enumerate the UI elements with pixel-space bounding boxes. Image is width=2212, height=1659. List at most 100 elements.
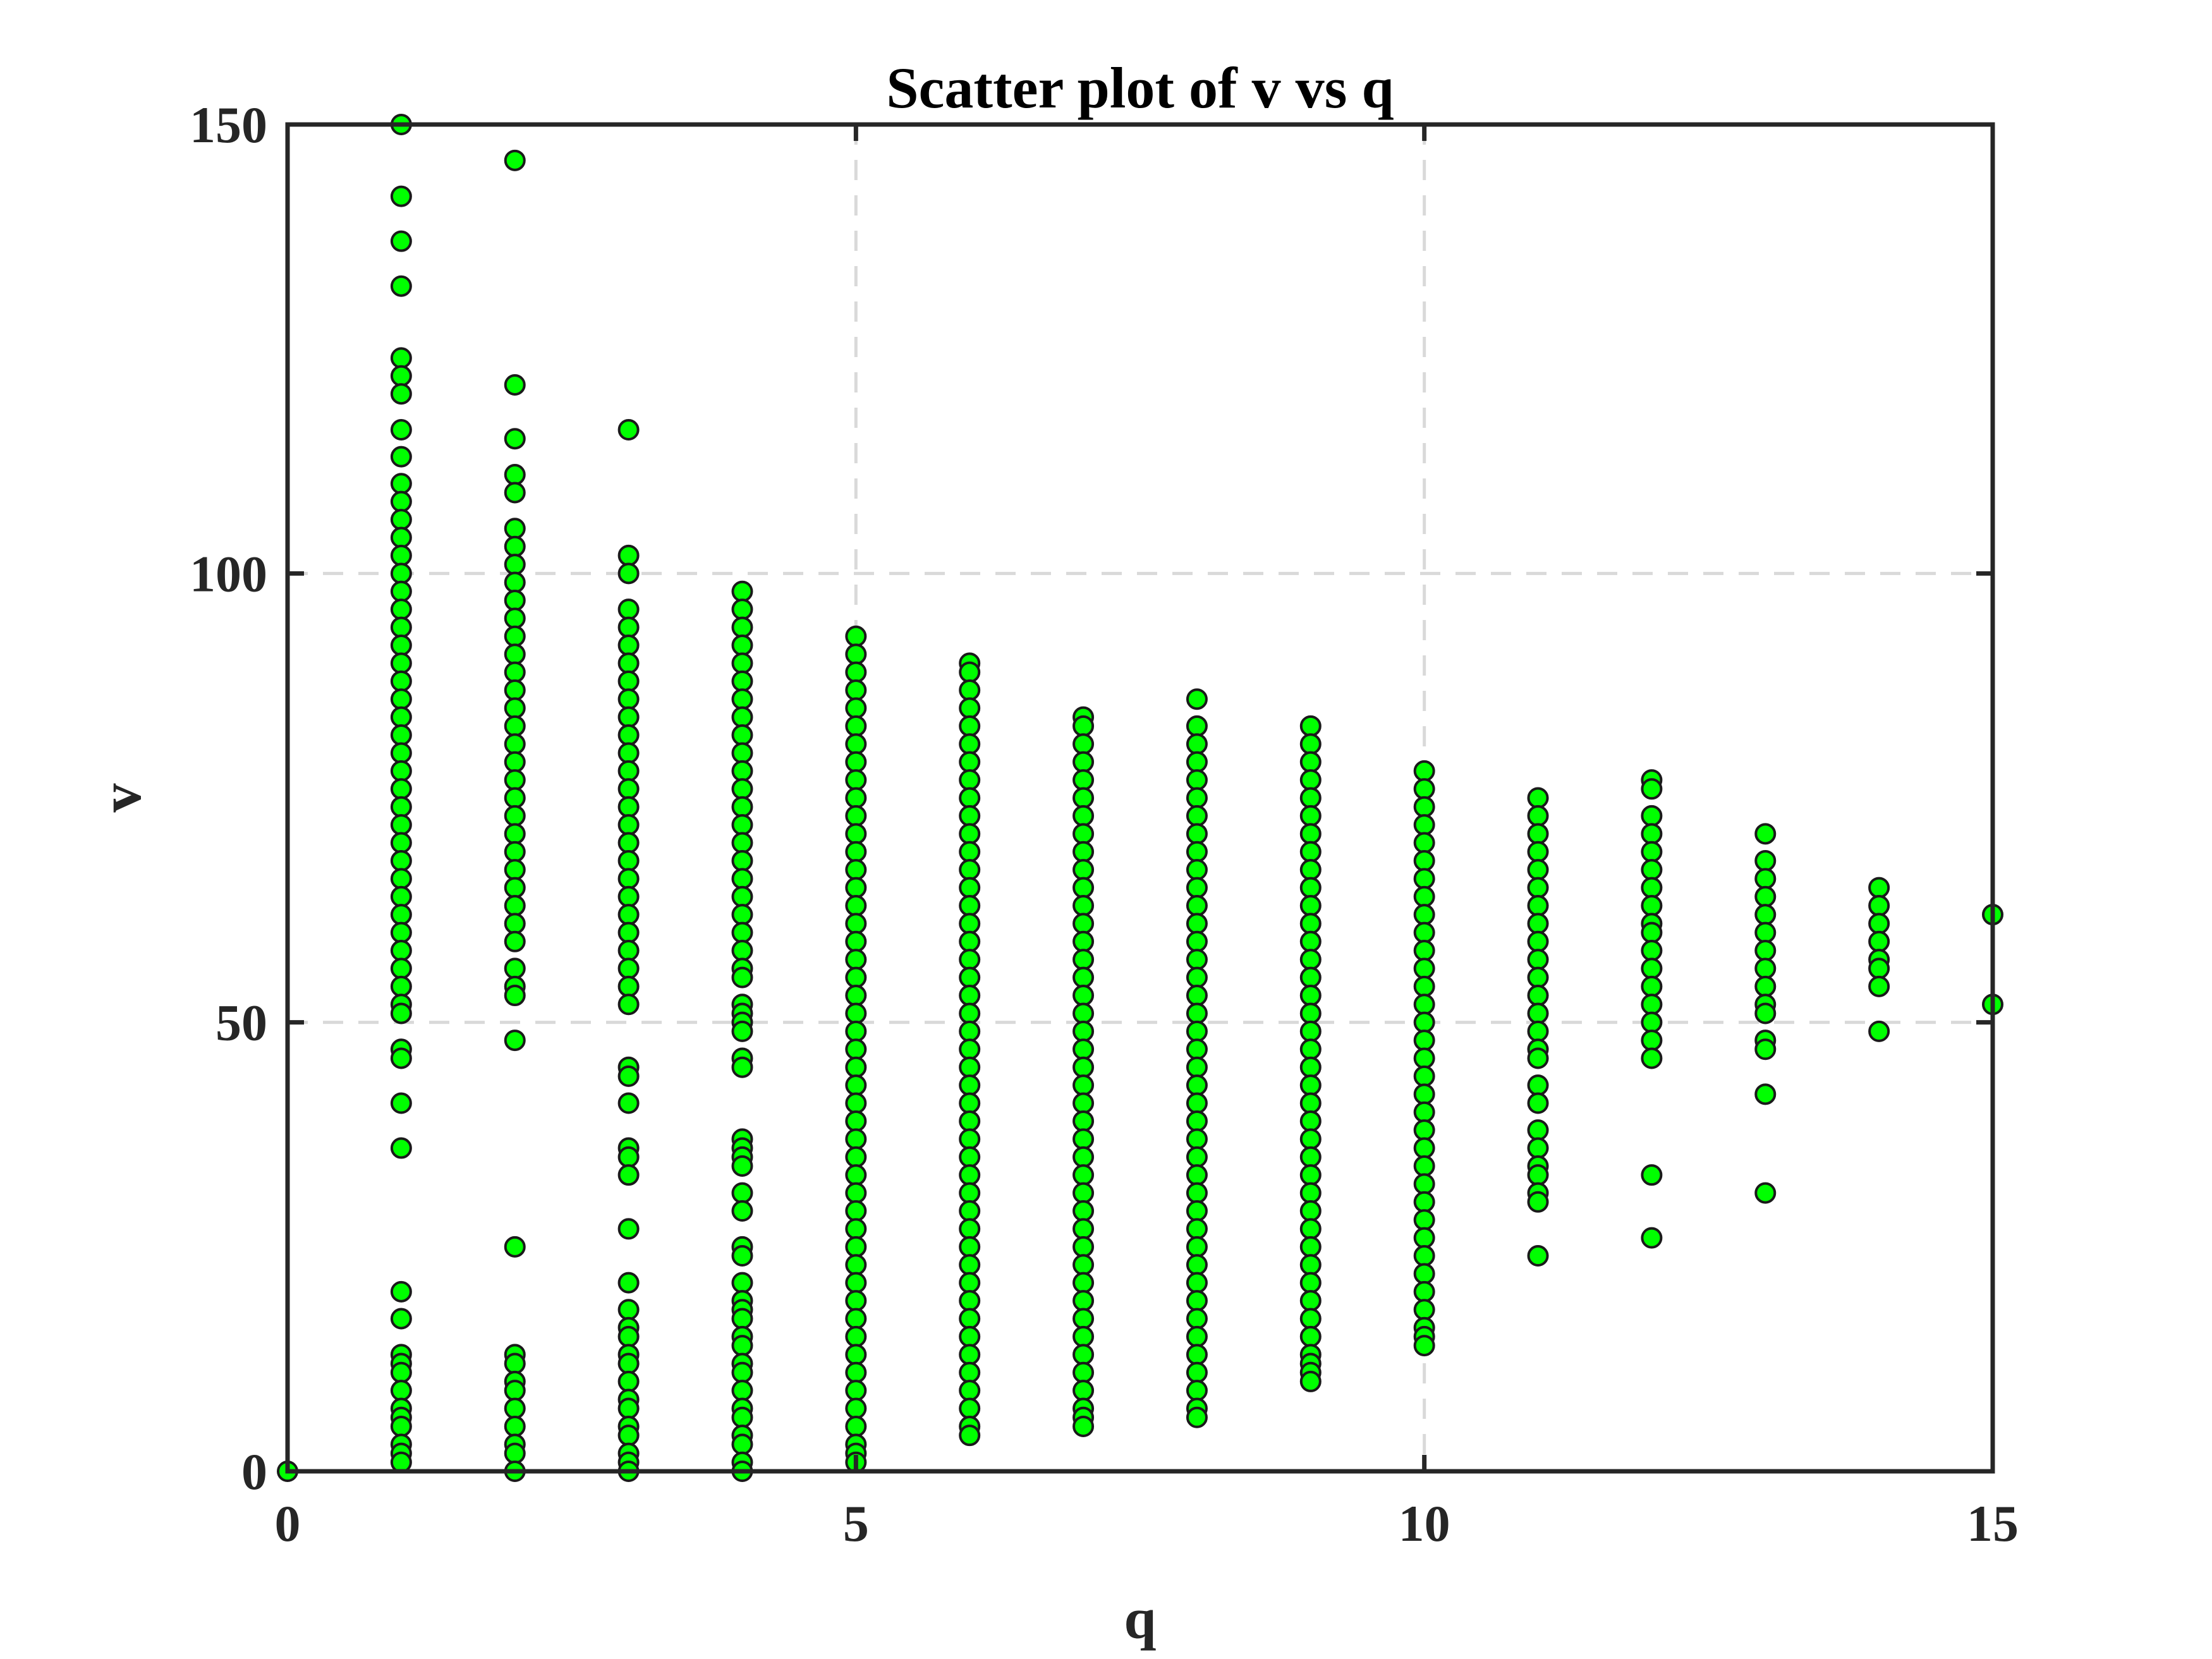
data-point	[1413, 1101, 1435, 1123]
data-point	[959, 1002, 981, 1024]
data-point	[1073, 1415, 1095, 1437]
data-point	[845, 715, 867, 737]
data-point	[731, 724, 753, 746]
data-point	[731, 634, 753, 656]
data-point	[1073, 877, 1095, 899]
data-point	[1186, 1200, 1208, 1222]
data-point	[845, 1290, 867, 1312]
data-point	[1527, 1137, 1549, 1159]
data-point	[731, 1335, 753, 1357]
data-point	[390, 616, 412, 638]
data-point	[731, 1056, 753, 1078]
data-point	[1413, 1030, 1435, 1052]
data-point	[1073, 1380, 1095, 1402]
data-point	[1413, 1083, 1435, 1105]
data-point	[1073, 966, 1095, 988]
data-point	[731, 778, 753, 800]
data-point	[1073, 1056, 1095, 1078]
data-point	[845, 1380, 867, 1402]
data-point	[390, 419, 412, 441]
data-point	[1641, 859, 1663, 881]
data-point	[1186, 1146, 1208, 1168]
data-point	[1186, 769, 1208, 791]
data-point	[959, 913, 981, 935]
data-point	[959, 733, 981, 755]
data-point	[390, 1092, 412, 1114]
data-point	[731, 940, 753, 962]
data-point	[1299, 1110, 1322, 1132]
data-point	[845, 966, 867, 988]
data-point	[845, 1164, 867, 1186]
data-point	[504, 589, 526, 611]
x-tick-label: 0	[275, 1495, 301, 1552]
data-point	[1527, 841, 1549, 863]
data-point	[1299, 913, 1322, 935]
data-point	[845, 841, 867, 863]
y-tick-label: 150	[190, 96, 267, 154]
data-point	[1413, 885, 1435, 908]
data-point	[1527, 1164, 1549, 1186]
data-point	[617, 652, 640, 674]
data-point	[1073, 1254, 1095, 1276]
data-point	[1299, 805, 1322, 827]
data-point	[845, 1218, 867, 1240]
data-point	[1754, 1083, 1777, 1105]
data-point	[1186, 733, 1208, 755]
data-point	[1413, 778, 1435, 800]
data-point	[845, 1002, 867, 1024]
data-point	[617, 544, 640, 566]
data-point	[617, 1146, 640, 1168]
data-point	[959, 877, 981, 899]
data-point	[390, 868, 412, 890]
data-point	[1413, 868, 1435, 890]
data-point	[1073, 1146, 1095, 1168]
data-point	[1299, 1002, 1322, 1024]
data-point	[959, 805, 981, 827]
data-point	[845, 1361, 867, 1383]
data-point	[1413, 1227, 1435, 1249]
data-point	[504, 1030, 526, 1052]
data-point	[1186, 1002, 1208, 1024]
data-point	[617, 1092, 640, 1114]
data-point	[617, 599, 640, 621]
data-point	[390, 230, 412, 252]
data-point	[504, 894, 526, 916]
data-point	[1413, 957, 1435, 980]
data-point	[1299, 715, 1322, 737]
data-point	[1186, 1128, 1208, 1150]
data-point	[617, 1272, 640, 1294]
x-tick-label: 15	[1967, 1495, 2019, 1552]
data-point	[1754, 885, 1777, 908]
data-point	[845, 894, 867, 916]
data-point	[1186, 1254, 1208, 1276]
data-point	[1868, 975, 1890, 997]
data-point	[1073, 1218, 1095, 1240]
data-point	[959, 1380, 981, 1402]
data-point	[1186, 985, 1208, 1007]
data-point	[504, 625, 526, 647]
data-point	[1413, 1299, 1435, 1321]
data-point	[617, 670, 640, 692]
data-point	[1299, 1038, 1322, 1060]
data-point	[1641, 1164, 1663, 1186]
data-point	[845, 1344, 867, 1366]
data-point	[1299, 985, 1322, 1007]
data-point	[1868, 930, 1890, 952]
data-point	[1186, 1074, 1208, 1097]
data-point	[1754, 975, 1777, 997]
data-point	[1073, 1020, 1095, 1042]
data-point	[1641, 1227, 1663, 1249]
data-point	[504, 374, 526, 396]
data-point	[845, 1074, 867, 1097]
data-point	[1186, 877, 1208, 899]
data-point	[390, 688, 412, 710]
data-point	[959, 823, 981, 845]
data-point	[1299, 1074, 1322, 1097]
data-point	[617, 419, 640, 441]
data-point	[1641, 1011, 1663, 1033]
data-point	[959, 661, 981, 683]
data-point	[504, 957, 526, 980]
data-point	[1413, 1137, 1435, 1159]
data-point	[731, 760, 753, 782]
